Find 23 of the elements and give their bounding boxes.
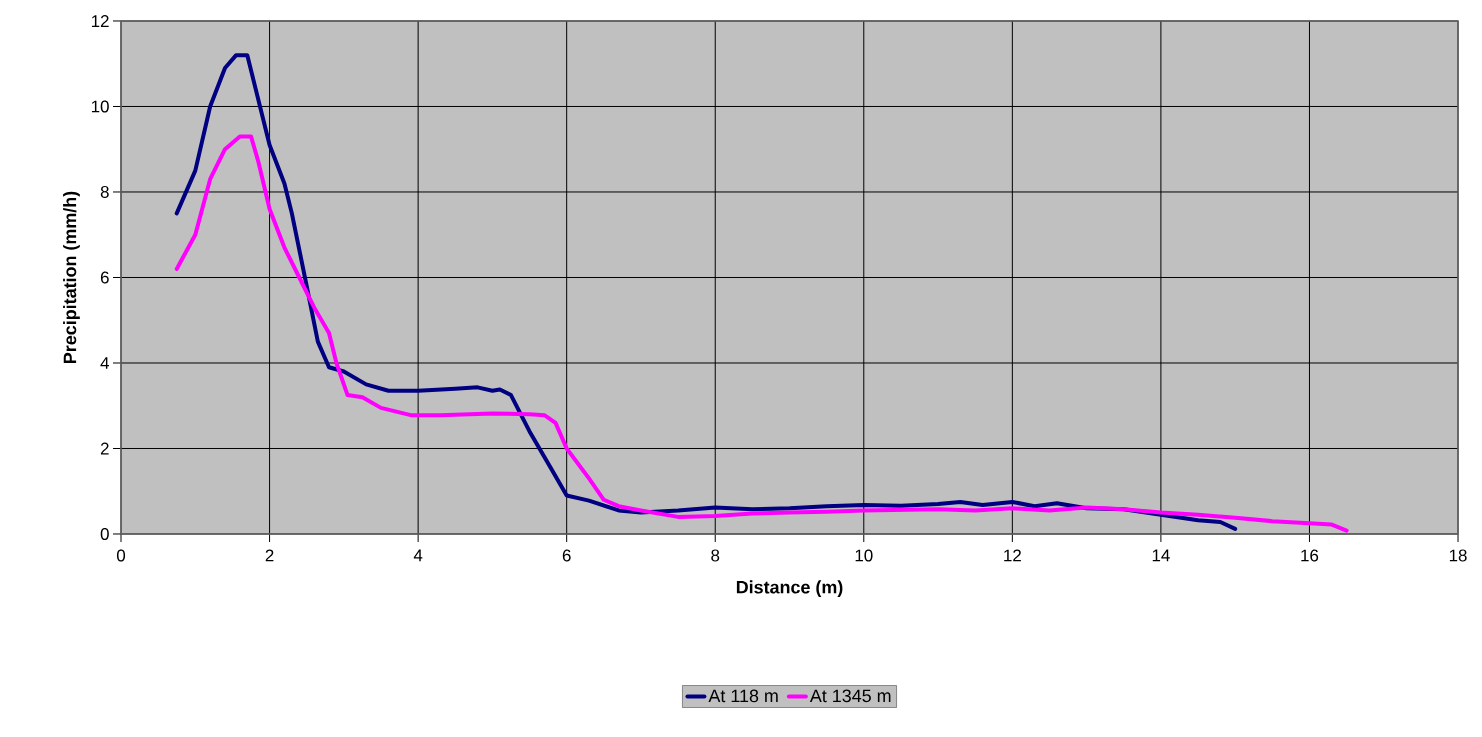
x-tick-label: 2 bbox=[265, 549, 274, 562]
y-tick-label: 6 bbox=[100, 271, 109, 284]
x-tick-label: 6 bbox=[562, 549, 571, 562]
y-tick-label: 0 bbox=[100, 527, 109, 540]
y-axis-title: Precipitation (mm/h) bbox=[63, 191, 80, 363]
x-tick-label: 16 bbox=[1301, 549, 1319, 562]
x-tick-label: 8 bbox=[711, 549, 720, 562]
line-series bbox=[174, 53, 1238, 531]
y-tick-label: 8 bbox=[100, 185, 109, 198]
y-tick-label: 12 bbox=[91, 15, 109, 27]
x-tick-label: 0 bbox=[116, 549, 126, 562]
x-tick-label: 4 bbox=[413, 549, 423, 562]
line-series bbox=[174, 134, 1349, 533]
x-tick-label: 10 bbox=[855, 549, 873, 562]
legend-label: At 118 m bbox=[708, 689, 778, 703]
y-tick-label: 2 bbox=[100, 442, 109, 455]
legend-label: At 1345 m bbox=[809, 689, 891, 703]
y-tick-label: 10 bbox=[91, 100, 109, 113]
x-tick-label: 14 bbox=[1152, 549, 1170, 562]
x-tick-label: 12 bbox=[1004, 549, 1021, 562]
x-tick-label: 18 bbox=[1449, 549, 1467, 562]
y-tick-label: 4 bbox=[100, 357, 109, 369]
x-axis-title: Distance (m) bbox=[736, 580, 843, 598]
